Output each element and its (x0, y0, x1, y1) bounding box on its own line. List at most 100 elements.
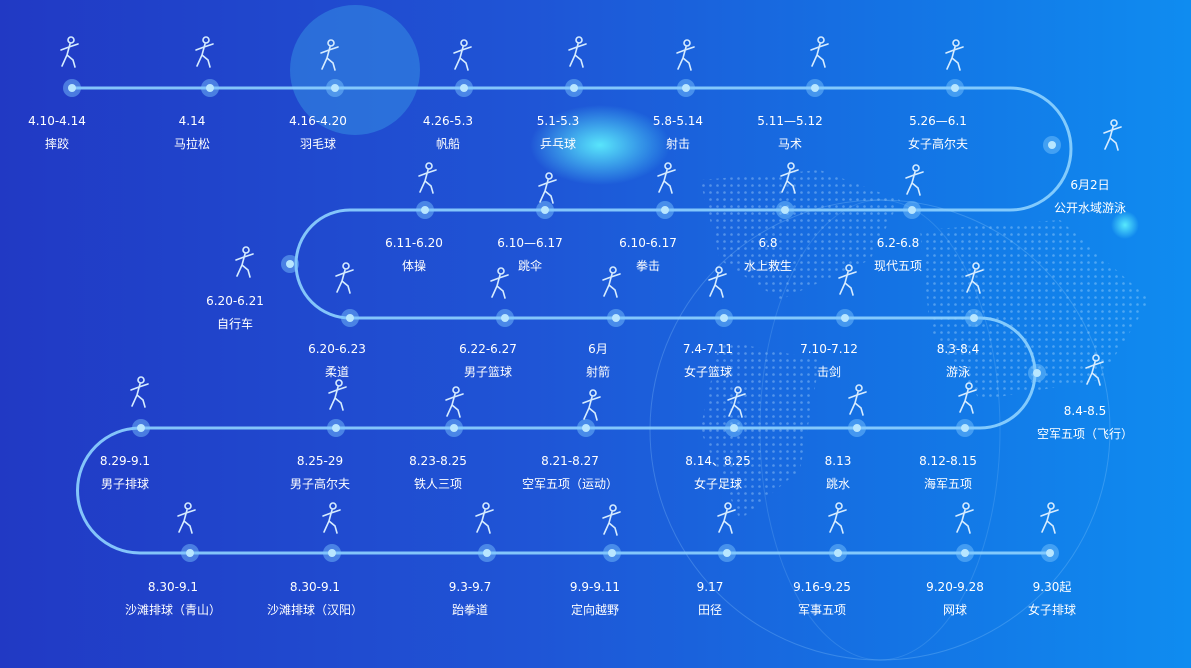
naval-pentathlon-icon (958, 382, 977, 414)
swimming-icon (965, 262, 984, 294)
timeline-node (848, 419, 866, 437)
modern-pentathlon-icon (905, 164, 924, 196)
event-date: 6.22-6.27 (459, 342, 517, 356)
event-name: 铁人三项 (413, 477, 462, 491)
timeline-node (341, 309, 359, 327)
event-name: 乒乓球 (539, 137, 576, 151)
timeline-node (946, 79, 964, 97)
event-name: 沙滩排球（汉阳） (266, 603, 364, 617)
timeline-node (718, 544, 736, 562)
boxing-icon (657, 162, 676, 194)
event-name: 射击 (665, 137, 691, 151)
event-name: 跳伞 (517, 259, 542, 273)
timeline-node (565, 79, 583, 97)
gymnastics-icon (418, 162, 437, 194)
event-date: 6.8 (758, 236, 778, 250)
decorative-circle (290, 5, 420, 135)
timeline-node (416, 201, 434, 219)
event-date: 7.10-7.12 (800, 342, 858, 356)
timeline-node (455, 79, 473, 97)
timeline-node (656, 201, 674, 219)
event-date: 9.3-9.7 (448, 580, 492, 594)
event-date: 8.4-8.5 (1063, 404, 1107, 418)
event-name: 定向越野 (570, 603, 620, 617)
event-label: 8.13 跳水 (825, 450, 852, 496)
event-date: 8.12-8.15 (919, 454, 977, 468)
glow-spot (530, 105, 670, 185)
event-name: 体操 (401, 259, 426, 273)
event-date: 6.10-6.17 (619, 236, 677, 250)
event-date: 7.4-7.11 (682, 342, 734, 356)
diving-icon (848, 384, 867, 416)
event-name: 拳击 (635, 259, 660, 273)
beach-volleyball-icon (322, 502, 341, 534)
equestrian-icon (810, 36, 829, 68)
athletics-icon (717, 502, 736, 534)
event-label: 4.14 马拉松 (174, 110, 210, 156)
event-date: 5.8-5.14 (652, 114, 704, 128)
event-date: 8.3-8.4 (936, 342, 980, 356)
event-date: 6月 (588, 342, 608, 356)
timeline-node (677, 79, 695, 97)
timeline-node (607, 309, 625, 327)
timeline-node (496, 309, 514, 327)
event-name: 女子排球 (1027, 603, 1077, 617)
event-date: 8.30-9.1 (147, 580, 199, 594)
event-label: 6.11-6.20 体操 (385, 232, 443, 278)
event-label: 8.14、8.25 女子足球 (685, 450, 750, 496)
event-label: 8.30-9.1 沙滩排球（汉阳） (267, 576, 363, 622)
event-date: 8.13 (824, 454, 852, 468)
timeline-node (478, 544, 496, 562)
event-name: 跳水 (825, 477, 850, 491)
event-name: 射箭 (585, 365, 611, 379)
timeline-node (715, 309, 733, 327)
timeline-node (281, 255, 299, 273)
timeline-node (181, 544, 199, 562)
event-name: 男子篮球 (463, 365, 512, 379)
volleyball-icon (130, 376, 149, 408)
timeline-node (1043, 136, 1061, 154)
event-name: 网球 (942, 603, 967, 617)
event-date: 9.16-9.25 (793, 580, 851, 594)
event-name: 田径 (697, 603, 722, 617)
glow-spot (1111, 211, 1139, 239)
event-date: 5.11—5.12 (757, 114, 823, 128)
event-date: 4.26-5.3 (422, 114, 474, 128)
event-label: 7.10-7.12 击剑 (800, 338, 858, 384)
event-label: 9.9-9.11 定向越野 (570, 576, 620, 622)
event-date: 8.21-8.27 (541, 454, 599, 468)
event-date: 4.10-4.14 (28, 114, 86, 128)
event-date: 8.25-29 (296, 454, 344, 468)
event-date: 9.30起 (1032, 580, 1072, 594)
event-label: 8.4-8.5 空军五项（飞行） (1037, 400, 1133, 446)
taekwondo-icon (475, 502, 494, 534)
wrestling-icon (60, 36, 79, 68)
basketball-icon (708, 266, 727, 298)
timeline-node (806, 79, 824, 97)
timeline-node (1041, 544, 1059, 562)
event-date: 9.9-9.11 (569, 580, 621, 594)
timeline-node (536, 201, 554, 219)
event-label: 8.21-8.27 空军五项（运动） (522, 450, 618, 496)
event-label: 8.12-8.15 海军五项 (919, 450, 977, 496)
event-date: 4.16-4.20 (289, 114, 347, 128)
event-label: 8.29-9.1 男子排球 (100, 450, 150, 496)
event-name: 水上救生 (743, 259, 793, 273)
basketball-icon (490, 267, 509, 299)
timeline-node (1028, 364, 1046, 382)
event-label: 6月射箭 (586, 338, 610, 384)
event-label: 6.20-6.21 自行车 (206, 290, 264, 336)
orienteering-icon (602, 504, 621, 536)
event-label: 8.25-29 男子高尔夫 (290, 450, 350, 496)
event-name: 跆拳道 (451, 603, 488, 617)
event-label: 6月2日 公开水域游泳 (1054, 174, 1126, 220)
event-label: 8.3-8.4 游泳 (937, 338, 980, 384)
golf-icon (945, 39, 964, 71)
event-label: 9.3-9.7 跆拳道 (449, 576, 492, 622)
golf-icon (328, 379, 347, 411)
event-date: 6.20-6.21 (206, 294, 264, 308)
timeline-node (326, 79, 344, 97)
event-name: 帆船 (435, 137, 461, 151)
